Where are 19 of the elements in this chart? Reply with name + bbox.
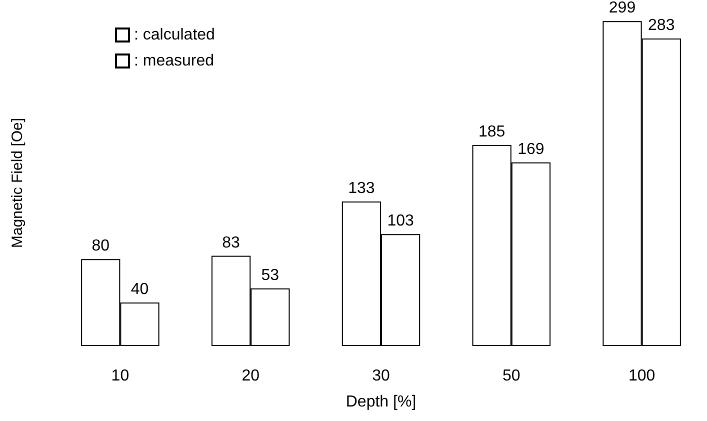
data-label: 83 xyxy=(222,234,240,252)
legend-label: : measured xyxy=(134,52,214,70)
x-tick-label: 30 xyxy=(372,368,390,384)
legend-label: : calculated xyxy=(134,26,215,44)
data-label: 133 xyxy=(348,180,375,197)
x-tick-label: 50 xyxy=(502,368,520,384)
x-axis-title: Depth [%] xyxy=(346,394,416,410)
x-tick-label: 100 xyxy=(628,368,656,384)
data-label: 53 xyxy=(261,266,280,284)
data-label: 80 xyxy=(92,238,110,255)
x-tick-label: 10 xyxy=(111,368,130,384)
data-label: 103 xyxy=(387,212,414,230)
data-label: 299 xyxy=(608,0,636,17)
y-axis-title: Magnetic Field [Oe] xyxy=(9,118,26,248)
data-label: 185 xyxy=(478,123,506,140)
x-tick-label: 20 xyxy=(242,368,260,384)
data-label: 169 xyxy=(518,140,544,158)
data-label: 40 xyxy=(130,281,149,298)
data-label: 283 xyxy=(648,16,675,34)
